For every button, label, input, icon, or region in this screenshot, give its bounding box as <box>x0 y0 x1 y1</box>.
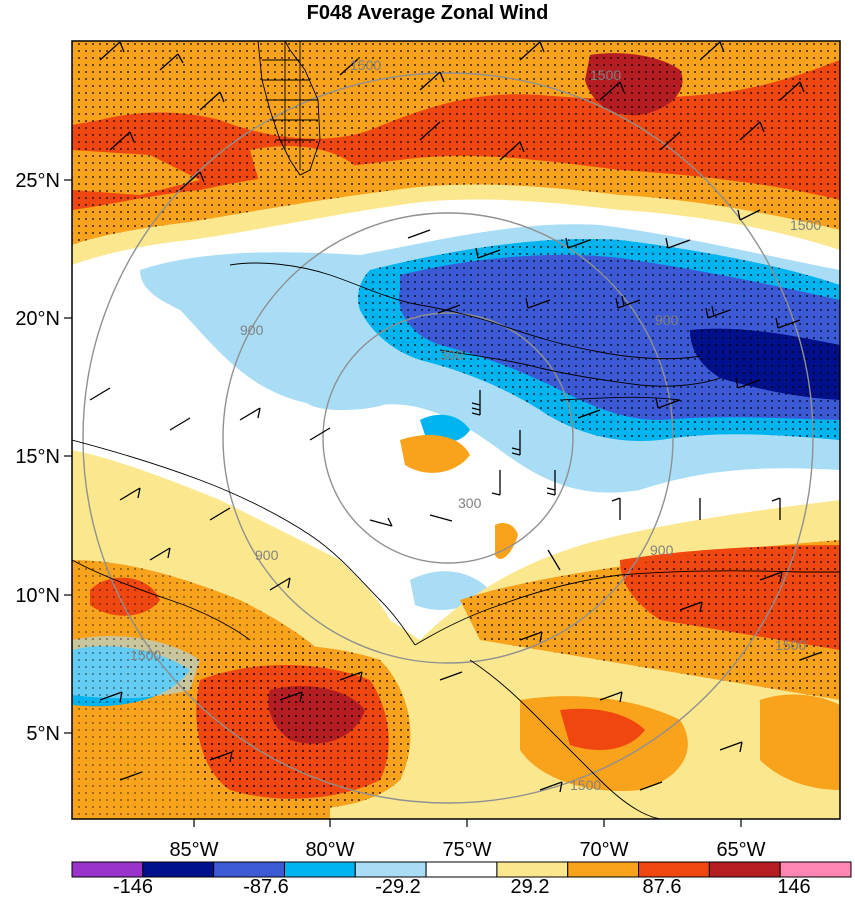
latitude-ticks <box>64 179 72 734</box>
colorbar-bin <box>354 861 427 878</box>
colorbar-bin <box>779 861 852 878</box>
colorbar-label: 29.2 <box>511 876 550 898</box>
ring-label: 900 <box>655 312 679 328</box>
lon-label-70w: 70°W <box>579 839 628 861</box>
map-frame <box>71 40 841 820</box>
map-title: F048 Average Zonal Wind <box>306 2 549 24</box>
colorbar-label: 146 <box>777 876 810 898</box>
colorbar-bin <box>142 861 215 878</box>
lat-label-10n: 10°N <box>15 585 60 607</box>
lon-label-85w: 85°W <box>169 839 218 861</box>
range-rings <box>82 72 814 804</box>
ring-label: 900 <box>650 542 674 558</box>
ring-label: 300 <box>440 347 464 363</box>
lon-label-65w: 65°W <box>716 839 765 861</box>
colorbar-bin <box>496 861 569 878</box>
colorbar <box>71 861 852 878</box>
range-ring-labels: 300 300 900 900 900 900 1500 1500 1500 1… <box>130 57 821 793</box>
colorbar-bin <box>213 861 285 878</box>
lat-label-15n: 15°N <box>15 446 60 468</box>
ring-label: 900 <box>240 322 264 338</box>
latitude-labels: 25°N 20°N 15°N 10°N 5°N <box>15 170 60 745</box>
colorbar-labels: -146 -87.6 -29.2 29.2 87.6 146 <box>113 876 811 898</box>
lat-label-25n: 25°N <box>15 170 60 192</box>
ring-label: 1500 <box>130 647 161 663</box>
plot-area <box>72 41 840 819</box>
colorbar-bin <box>283 861 356 878</box>
colorbar-bin <box>638 861 710 878</box>
colorbar-label: -29.2 <box>375 876 421 898</box>
coastlines <box>72 41 840 819</box>
colorbar-bin <box>567 861 640 878</box>
lon-label-75w: 75°W <box>442 839 491 861</box>
ring-label: 1500 <box>590 67 621 83</box>
ring-label: 1500 <box>350 57 381 73</box>
ring-label: 1500 <box>570 777 601 793</box>
lon-label-80w: 80°W <box>305 839 354 861</box>
colorbar-label: -87.6 <box>243 876 289 898</box>
lat-label-20n: 20°N <box>15 308 60 330</box>
ring-label: 900 <box>255 547 279 563</box>
wind-barbs <box>89 41 823 793</box>
ring-label: 1500 <box>775 637 806 653</box>
colorbar-label: -146 <box>113 876 153 898</box>
colorbar-bin <box>708 861 781 878</box>
ring-label: 1500 <box>790 217 821 233</box>
colorbar-bin <box>425 861 498 878</box>
colorbar-bin <box>71 861 144 878</box>
lat-label-5n: 5°N <box>26 723 60 745</box>
colorbar-label: 87.6 <box>643 876 682 898</box>
longitude-ticks <box>193 819 742 827</box>
ring-label: 300 <box>458 495 482 511</box>
longitude-labels: 85°W 80°W 75°W 70°W 65°W <box>169 839 765 861</box>
